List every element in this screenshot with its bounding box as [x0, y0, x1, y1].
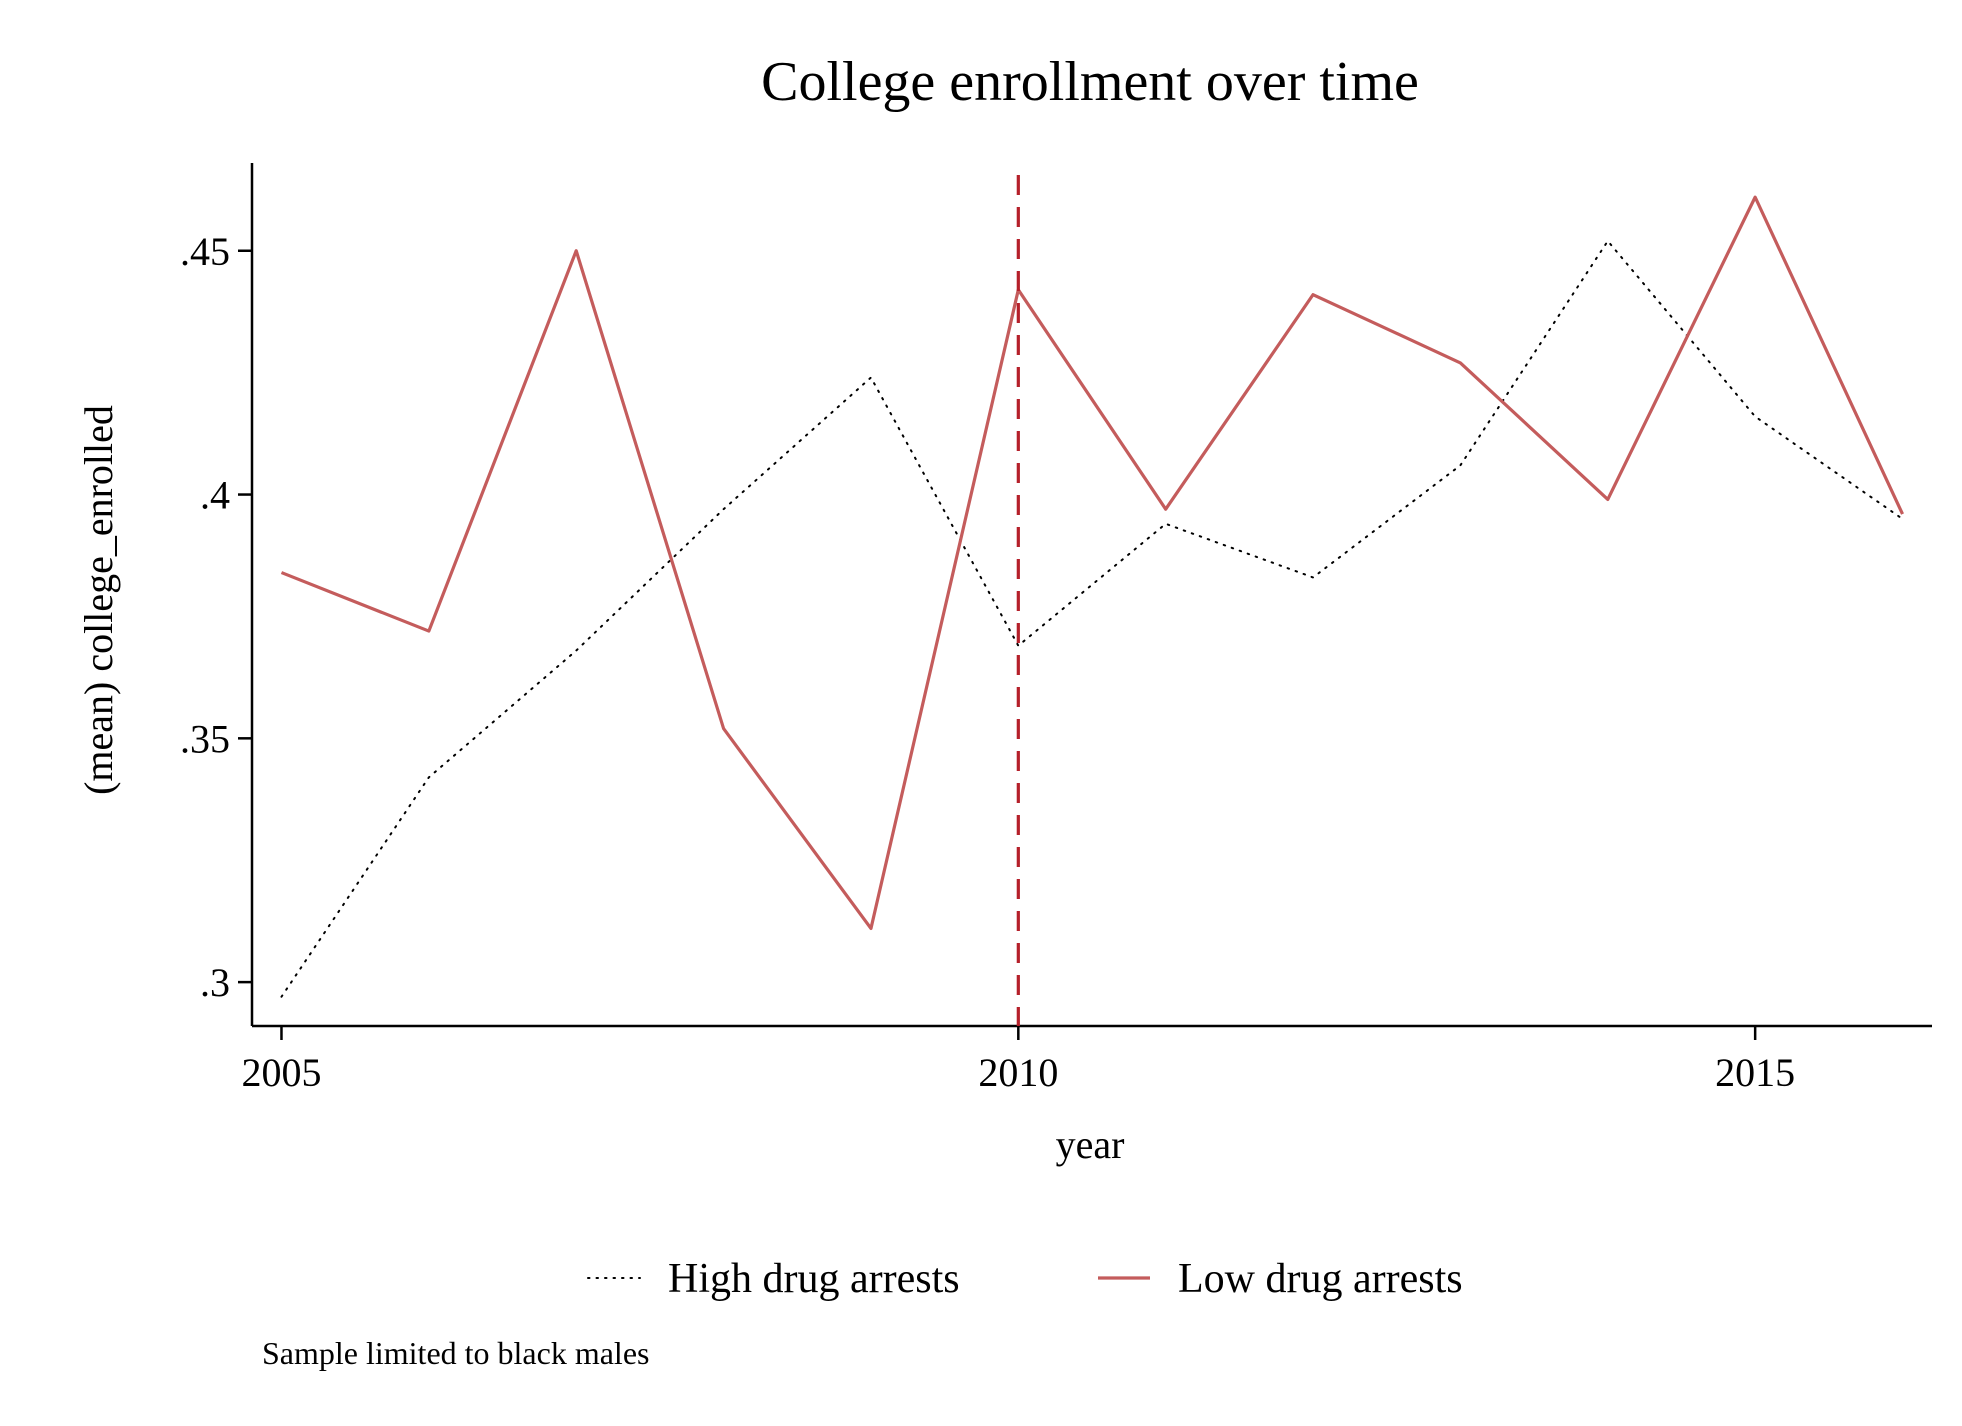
legend-label: High drug arrests	[668, 1256, 960, 1302]
x-tick-label: 2010	[978, 1050, 1058, 1095]
y-tick-label: .3	[200, 960, 230, 1005]
series-line-low-drug-arrests	[280, 195, 1904, 931]
y-tick-label: .35	[180, 716, 230, 761]
chart-title: College enrollment over time	[761, 51, 1419, 113]
series-line-high-drug-arrests	[280, 240, 1904, 998]
y-tick-label: .4	[200, 473, 230, 518]
y-axis-label: (mean) college_enrolled	[76, 405, 121, 795]
x-tick-label: 2015	[1715, 1050, 1795, 1095]
chart-note: Sample limited to black males	[262, 1335, 649, 1371]
x-tick-label: 2005	[241, 1050, 321, 1095]
x-axis-label: year	[1056, 1122, 1125, 1167]
plot-area: .3 .35 .4 .45 2005 2010 2015	[180, 163, 1932, 1095]
legend-label: Low drug arrests	[1178, 1256, 1463, 1302]
y-tick-label: .45	[180, 229, 230, 274]
legend: High drug arrests Low drug arrests	[587, 1256, 1463, 1302]
